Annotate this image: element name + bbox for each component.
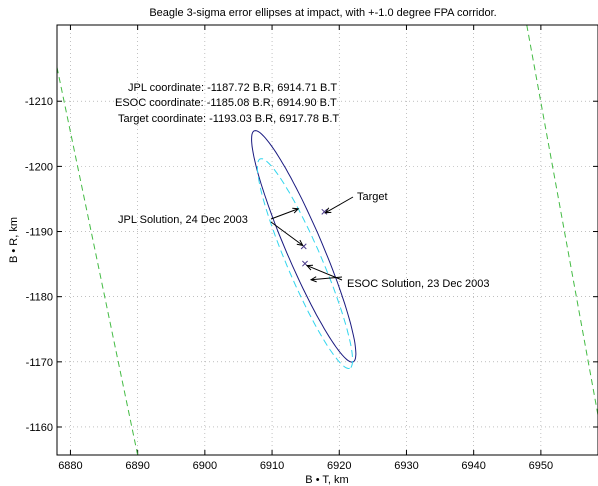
fpa-corridor-line: [57, 67, 139, 455]
annotation-arrow-esoc: [306, 265, 343, 281]
annotation-arrowhead: [296, 239, 304, 247]
x-tick-label: 6940: [461, 460, 485, 472]
marker-cross: [300, 243, 307, 250]
annotation-arrowhead: [292, 207, 300, 214]
annotation-esoc-solution: ESOC Solution, 23 Dec 2003: [347, 278, 489, 290]
annotation-arrowhead: [324, 207, 332, 214]
x-tick-label: 6930: [394, 460, 418, 472]
annotation-arrow-jpl: [270, 221, 304, 246]
x-tick-label: 6890: [125, 460, 149, 472]
marker-cross: [321, 208, 328, 215]
annotation-arrowhead: [305, 264, 314, 271]
annotation-target: Target: [357, 191, 388, 203]
x-tick-label: 6900: [193, 460, 217, 472]
x-tick-label: 6950: [529, 460, 553, 472]
annotation-arrow-jpl: [270, 208, 299, 220]
y-tick-label: -1180: [26, 292, 53, 304]
x-axis-label: B • T, km: [305, 474, 348, 486]
y-tick-label: -1200: [25, 161, 53, 173]
plot-clip-group: [57, 25, 598, 455]
annotation-jpl-solution: JPL Solution, 24 Dec 2003: [118, 214, 248, 226]
y-axis-label: B • R, km: [8, 217, 20, 263]
coordinate-text-esoc: ESOC coordinate: -1185.08 B.R, 6914.90 B…: [115, 97, 337, 109]
y-tick-label: -1210: [25, 96, 53, 108]
x-tick-label: 6910: [260, 460, 284, 472]
annotation-arrowhead: [309, 276, 317, 283]
plot-frame: [56, 24, 598, 456]
error-ellipse: [251, 130, 357, 363]
coordinate-text-jpl: JPL coordinate: -1187.72 B.R, 6914.71 B.…: [128, 82, 337, 94]
y-tick-label: -1190: [26, 227, 53, 239]
y-tick-label: -1160: [26, 422, 53, 434]
solution-marker: [321, 208, 328, 215]
annotation-arrow-target: [325, 196, 354, 214]
fpa-corridor-line: [526, 25, 598, 416]
axis-ticks: 6880 6890 6900 6910 6920 6930 6940 6950 -1210 -12…: [25, 25, 598, 472]
marker-cross: [302, 260, 308, 267]
y-tick-label: -1170: [26, 357, 53, 369]
plot-data: [57, 25, 598, 455]
x-tick-label: 6920: [327, 460, 351, 472]
coordinate-text-target: Target coordinate: -1193.03 B.R, 6917.78…: [118, 113, 339, 125]
error-ellipse: [256, 158, 353, 370]
x-tick-label: 6880: [58, 460, 82, 472]
chart-title: Beagle 3-sigma error ellipses at impact,…: [149, 7, 496, 19]
